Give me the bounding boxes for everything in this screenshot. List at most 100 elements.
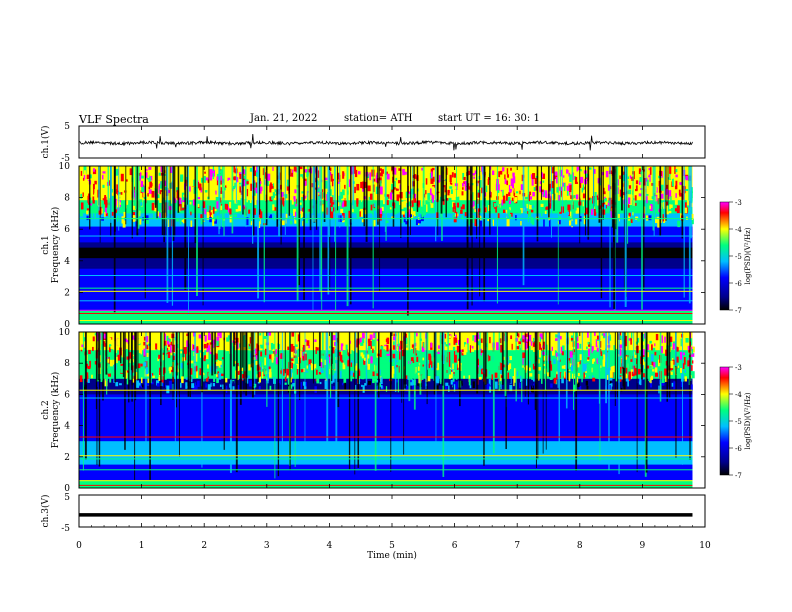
spectrogram-speckle: [138, 339, 140, 345]
sferic-streak: [498, 332, 501, 391]
sferic-streak: [182, 332, 184, 377]
spectrogram-speckle: [340, 373, 343, 379]
sferic-streak: [119, 332, 122, 364]
spectrogram-speckle: [197, 189, 201, 195]
spectrogram-speckle: [509, 355, 512, 361]
spectrogram-speckle: [183, 347, 187, 354]
spectrogram-speckle: [267, 173, 271, 181]
sferic-streak: [288, 166, 291, 216]
sferic-streak: [385, 166, 387, 241]
spectrogram-speckle: [409, 379, 412, 383]
spectrogram-speckle: [560, 372, 563, 379]
interference-line: [79, 218, 693, 220]
spectrogram-speckle: [379, 208, 382, 215]
sferic-streak: [501, 332, 504, 385]
spectrogram-speckle: [582, 184, 585, 191]
spectrogram-speckle: [174, 207, 177, 212]
sferic-streak: [312, 332, 314, 384]
spectrogram-speckle: [203, 214, 205, 221]
sferic-streak: [575, 332, 578, 471]
spectrogram-speckle: [414, 353, 418, 356]
sferic-streak: [598, 166, 601, 223]
spectrogram-speckle: [559, 216, 562, 220]
spectrogram-speckle: [291, 362, 293, 369]
sferic-streak: [307, 166, 309, 221]
spectrogram-speckle: [241, 386, 244, 390]
spectrogram-speckle: [456, 202, 460, 208]
spectrogram-speckle: [206, 346, 209, 354]
spectrogram-speckle: [646, 186, 649, 194]
spectrogram-speckle: [585, 365, 589, 369]
sferic-streak: [188, 166, 189, 315]
spectrogram-speckle: [386, 196, 389, 204]
spectrogram-speckle: [355, 352, 358, 357]
date-label: Jan. 21, 2022: [250, 113, 318, 124]
spectrogram-speckle: [331, 178, 334, 187]
spectrogram-speckle: [164, 345, 167, 351]
sferic-streak: [336, 166, 339, 211]
spectrogram-speckle: [348, 179, 351, 188]
sferic-streak: [218, 166, 220, 235]
sferic-streak: [223, 166, 225, 237]
spectrogram-speckle: [96, 347, 99, 352]
spectrogram-speckle: [573, 384, 576, 392]
sferic-streak: [627, 166, 629, 244]
spectrogram-speckle: [180, 174, 184, 182]
spectrogram-speckle: [208, 372, 211, 377]
spectrogram-speckle: [651, 344, 653, 351]
spectrogram-speckle: [568, 366, 571, 370]
sferic-streak: [483, 332, 485, 466]
spectrogram-speckle: [108, 213, 111, 218]
spectrogram-speckle: [615, 378, 618, 382]
spectrogram-speckle: [577, 361, 580, 368]
spectrogram-speckle: [192, 199, 195, 206]
sferic-streak: [456, 166, 458, 211]
spectrogram-speckle: [225, 369, 229, 377]
spectrogram-speckle: [210, 382, 212, 387]
spectrogram-speckle: [90, 204, 92, 208]
spectrogram-speckle: [510, 178, 514, 187]
spectrogram-speckle: [156, 218, 159, 225]
sferic-streak: [584, 166, 586, 236]
spectrogram-speckle: [596, 347, 599, 352]
spectrogram-speckle: [399, 197, 401, 205]
spectrogram-speckle: [255, 350, 258, 357]
spectrogram-speckle: [332, 347, 335, 354]
spectrogram-speckle: [450, 379, 453, 385]
spectrogram-band: [79, 469, 693, 473]
spectrogram-speckle: [576, 335, 579, 342]
spectrogram-speckle: [196, 203, 200, 208]
spectrogram-speckle: [674, 197, 678, 205]
spectrogram-speckle: [342, 171, 345, 179]
interference-line: [79, 469, 693, 471]
spectrogram-band: [79, 446, 693, 450]
sferic-streak: [572, 332, 575, 410]
spectrogram-speckle: [347, 349, 350, 357]
spectrogram-speckle: [220, 177, 223, 185]
spectrogram-speckle: [267, 212, 270, 217]
spectrogram-speckle: [532, 191, 535, 197]
spectrogram-speckle: [661, 382, 665, 386]
spectrogram-speckle: [216, 177, 219, 186]
spectrogram-speckle: [499, 170, 503, 175]
spectrogram-speckle: [344, 355, 348, 361]
spectrogram-speckle: [497, 184, 500, 191]
spectrogram-speckle: [675, 174, 678, 178]
spectrogram-speckle: [159, 197, 162, 203]
spectrogram-speckle: [592, 358, 594, 364]
spectrogram-speckle: [341, 382, 344, 386]
spectrogram-speckle: [368, 340, 371, 347]
spectrogram-speckle: [538, 366, 541, 371]
spectrogram-speckle: [299, 354, 302, 361]
sferic-streak: [113, 166, 116, 313]
sferic-streak: [276, 166, 279, 227]
spectrogram-speckle: [283, 359, 285, 363]
spectrogram-speckle: [429, 359, 432, 365]
spectrogram-speckle: [194, 382, 198, 390]
spectrogram-speckle: [691, 218, 694, 225]
sferic-streak: [257, 332, 259, 382]
spectrogram-speckle: [506, 218, 510, 227]
spectrogram-speckle: [355, 340, 359, 348]
sferic-streak: [668, 332, 671, 398]
spectrogram-speckle: [550, 364, 553, 371]
